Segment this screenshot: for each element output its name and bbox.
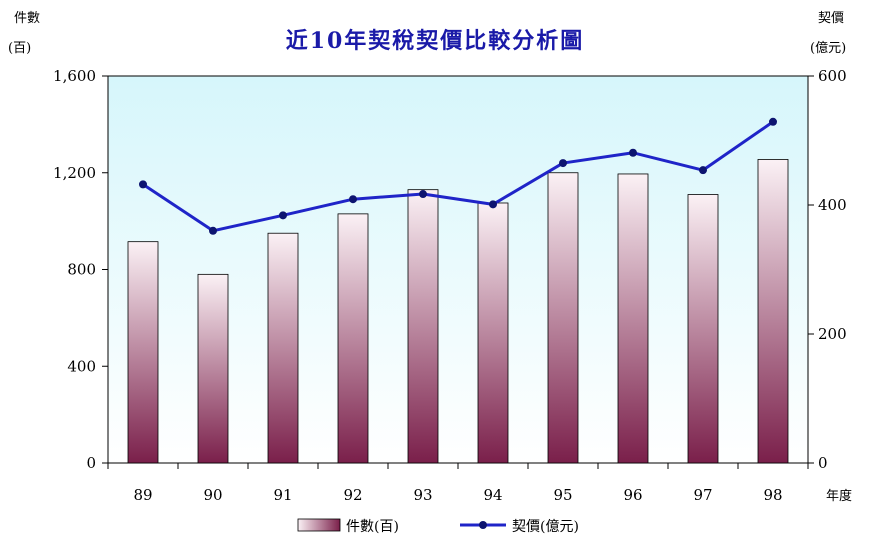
right-tick-label: 200 — [818, 325, 847, 343]
x-axis: 89 90 91 92 93 94 95 96 97 98 — [107, 463, 809, 504]
x-tick-label: 97 — [693, 486, 712, 504]
x-tick-label: 91 — [273, 486, 292, 504]
line-point-90 — [209, 226, 217, 235]
right-tick-label: 600 — [818, 67, 847, 85]
line-point-89 — [139, 180, 147, 189]
right-tick-label: 0 — [818, 454, 828, 472]
bar-97 — [687, 194, 719, 464]
left-axis-label-line2: (百) — [8, 41, 31, 56]
bar-90 — [197, 273, 229, 464]
x-tick-label: 90 — [203, 486, 222, 504]
bar-series — [127, 159, 789, 464]
legend-line-marker — [479, 521, 487, 529]
line-point-96 — [629, 148, 637, 157]
line-point-97 — [699, 166, 707, 175]
right-axis-label-line2: (億元) — [810, 40, 846, 56]
x-tick-label: 94 — [483, 486, 502, 504]
x-tick-label: 89 — [133, 486, 152, 504]
x-tick-label: 96 — [623, 486, 642, 504]
x-tick-label: 95 — [553, 486, 572, 504]
line-point-93 — [419, 190, 427, 199]
right-axis-label-line1: 契價 — [818, 11, 844, 26]
x-tick-label: 92 — [343, 486, 362, 504]
legend: 件數(百) 契價(億元) — [297, 518, 579, 535]
left-tick-label: 1,600 — [53, 67, 96, 85]
bar-98 — [757, 159, 789, 464]
left-tick-label: 1,200 — [53, 164, 96, 182]
left-tick-label: 0 — [86, 454, 96, 472]
bar-89 — [127, 241, 159, 464]
legend-bar-swatch — [297, 518, 341, 532]
legend-line-label: 契價(億元) — [512, 518, 579, 535]
left-tick-label: 400 — [67, 357, 96, 375]
line-point-98 — [769, 117, 777, 126]
line-point-91 — [279, 211, 287, 220]
line-point-92 — [349, 195, 357, 204]
legend-bar-label: 件數(百) — [346, 519, 399, 535]
left-axis: 0 400 800 1,200 1,600 — [53, 67, 108, 472]
bar-95 — [547, 172, 579, 464]
x-tick-label: 98 — [763, 486, 782, 504]
bar-93 — [407, 189, 439, 464]
left-axis-label-line1: 件數 — [14, 11, 40, 26]
bar-92 — [337, 213, 369, 464]
bar-94 — [477, 202, 509, 464]
x-tick-label: 93 — [413, 486, 432, 504]
line-point-95 — [559, 159, 567, 168]
bar-96 — [617, 173, 649, 464]
chart-title: 近10年契稅契價比較分析圖 — [286, 28, 585, 54]
line-series — [139, 117, 777, 235]
right-tick-label: 400 — [818, 196, 847, 214]
bar-91 — [267, 232, 299, 464]
line-point-94 — [489, 200, 497, 209]
left-tick-label: 800 — [67, 261, 96, 279]
x-axis-title: 年度 — [826, 488, 852, 504]
right-axis: 0 200 400 600 — [808, 67, 847, 472]
line-path — [142, 120, 774, 233]
